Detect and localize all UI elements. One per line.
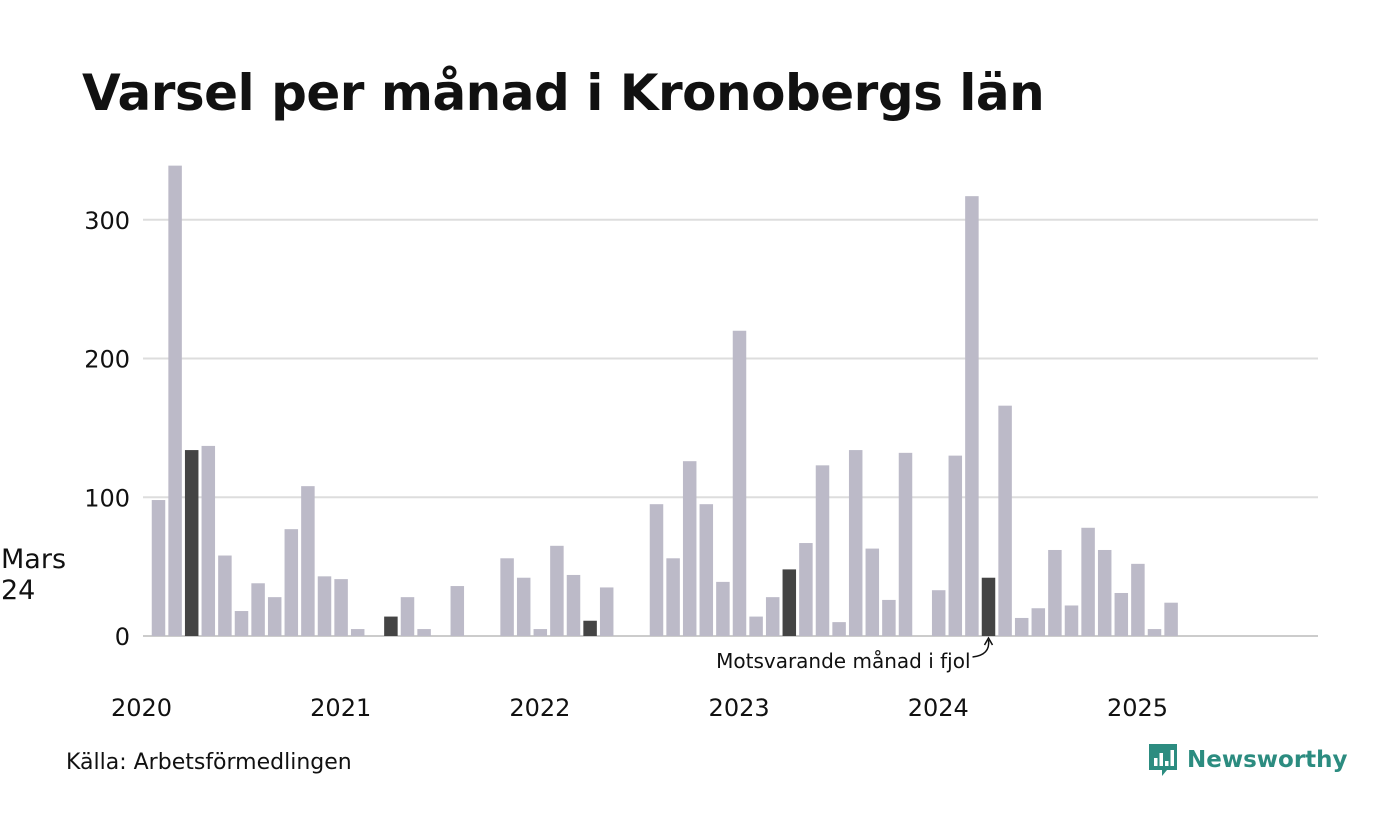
annotation: Motsvarande månad i fjol xyxy=(716,638,992,673)
bar-2024-12 xyxy=(1131,564,1145,636)
bar-2024-11 xyxy=(1115,593,1129,636)
bar-2022-04 xyxy=(600,587,614,636)
bar-2020-08 xyxy=(268,597,282,636)
bar-2020-06 xyxy=(235,611,249,636)
bar-2020-02 xyxy=(168,166,182,636)
x-tick-label-2020: 2020 xyxy=(111,694,172,722)
bar-2021-03 xyxy=(384,617,398,636)
bar-2024-09 xyxy=(1081,528,1095,636)
bar-2024-05 xyxy=(1015,618,1028,636)
bar-2022-03 xyxy=(583,621,597,636)
bar-2023-09 xyxy=(882,600,896,636)
bar-2021-10 xyxy=(500,558,513,636)
bar-2023-10 xyxy=(899,453,913,636)
x-tick-label-2024: 2024 xyxy=(908,694,969,722)
y-tick-label: 200 xyxy=(84,346,130,374)
bar-2021-07 xyxy=(451,586,465,636)
y-tick-label: 100 xyxy=(84,484,130,512)
bar-2022-11 xyxy=(716,582,730,636)
bar-2020-01 xyxy=(152,500,166,636)
current-value-label: Mars 24 xyxy=(1,544,66,606)
bar-2022-07 xyxy=(650,504,664,636)
bar-2022-12 xyxy=(733,331,747,636)
bar-2021-12 xyxy=(534,629,548,636)
bar-2022-08 xyxy=(666,558,680,636)
brand-name: Newsworthy xyxy=(1187,747,1348,773)
bars xyxy=(152,166,1178,636)
bar-2023-12 xyxy=(932,590,946,636)
x-tick-label-2023: 2023 xyxy=(709,694,770,722)
brand-logo[interactable]: Newsworthy xyxy=(1147,742,1348,778)
bar-2023-06 xyxy=(832,622,846,636)
bar-2022-02 xyxy=(567,575,581,636)
bar-2020-07 xyxy=(251,583,265,636)
bar-2022-10 xyxy=(700,504,714,636)
bar-2021-05 xyxy=(417,629,431,636)
bar-2020-05 xyxy=(218,556,232,636)
source-text: Källa: Arbetsförmedlingen xyxy=(66,750,352,775)
bar-2023-08 xyxy=(866,549,880,636)
x-tick-label-2022: 2022 xyxy=(509,694,570,722)
chat-bubble-bar-chart-icon xyxy=(1147,742,1179,778)
bar-2024-06 xyxy=(1032,608,1046,636)
bar-2025-01 xyxy=(1148,629,1162,636)
bar-2024-08 xyxy=(1065,605,1079,636)
y-tick-label: 0 xyxy=(115,623,130,651)
x-tick-label-2025: 2025 xyxy=(1107,694,1168,722)
bar-2020-10 xyxy=(301,486,315,636)
bar-2020-04 xyxy=(202,446,216,636)
bar-2023-03 xyxy=(783,569,797,636)
bar-2021-11 xyxy=(517,578,531,636)
bar-2023-02 xyxy=(766,597,780,636)
current-month-label: Mars xyxy=(1,544,66,575)
bar-2021-04 xyxy=(401,597,415,636)
bar-2022-09 xyxy=(683,461,697,636)
bar-2023-04 xyxy=(799,543,813,636)
bar-2020-12 xyxy=(334,579,348,636)
current-value-number: 24 xyxy=(1,575,35,606)
bar-2020-11 xyxy=(318,576,332,636)
bar-2024-03 xyxy=(982,578,996,636)
bar-2021-01 xyxy=(351,629,365,636)
bar-2023-05 xyxy=(816,465,830,636)
bar-2023-01 xyxy=(749,617,763,636)
bar-2024-02 xyxy=(965,196,979,636)
bar-2024-01 xyxy=(949,456,963,636)
x-axis-year-labels: 2020 2021 2022 2023 2024 2025 xyxy=(111,694,1168,722)
bar-2025-02 xyxy=(1164,603,1178,636)
bar-2024-04 xyxy=(998,406,1012,636)
y-tick-label: 300 xyxy=(84,207,130,235)
bar-chart: 0 100 200 300 2020 2021 2022 2023 2024 2025 Mars… xyxy=(0,0,1400,840)
bar-2020-03 xyxy=(185,450,199,636)
bar-2023-07 xyxy=(849,450,863,636)
bar-2020-09 xyxy=(285,529,299,636)
y-axis-ticks: 0 100 200 300 xyxy=(84,207,130,651)
annotation-text: Motsvarande månad i fjol xyxy=(716,649,970,673)
bar-2024-07 xyxy=(1048,550,1062,636)
x-tick-label-2021: 2021 xyxy=(310,694,371,722)
bar-2022-01 xyxy=(550,546,564,636)
bar-2024-10 xyxy=(1098,550,1112,636)
